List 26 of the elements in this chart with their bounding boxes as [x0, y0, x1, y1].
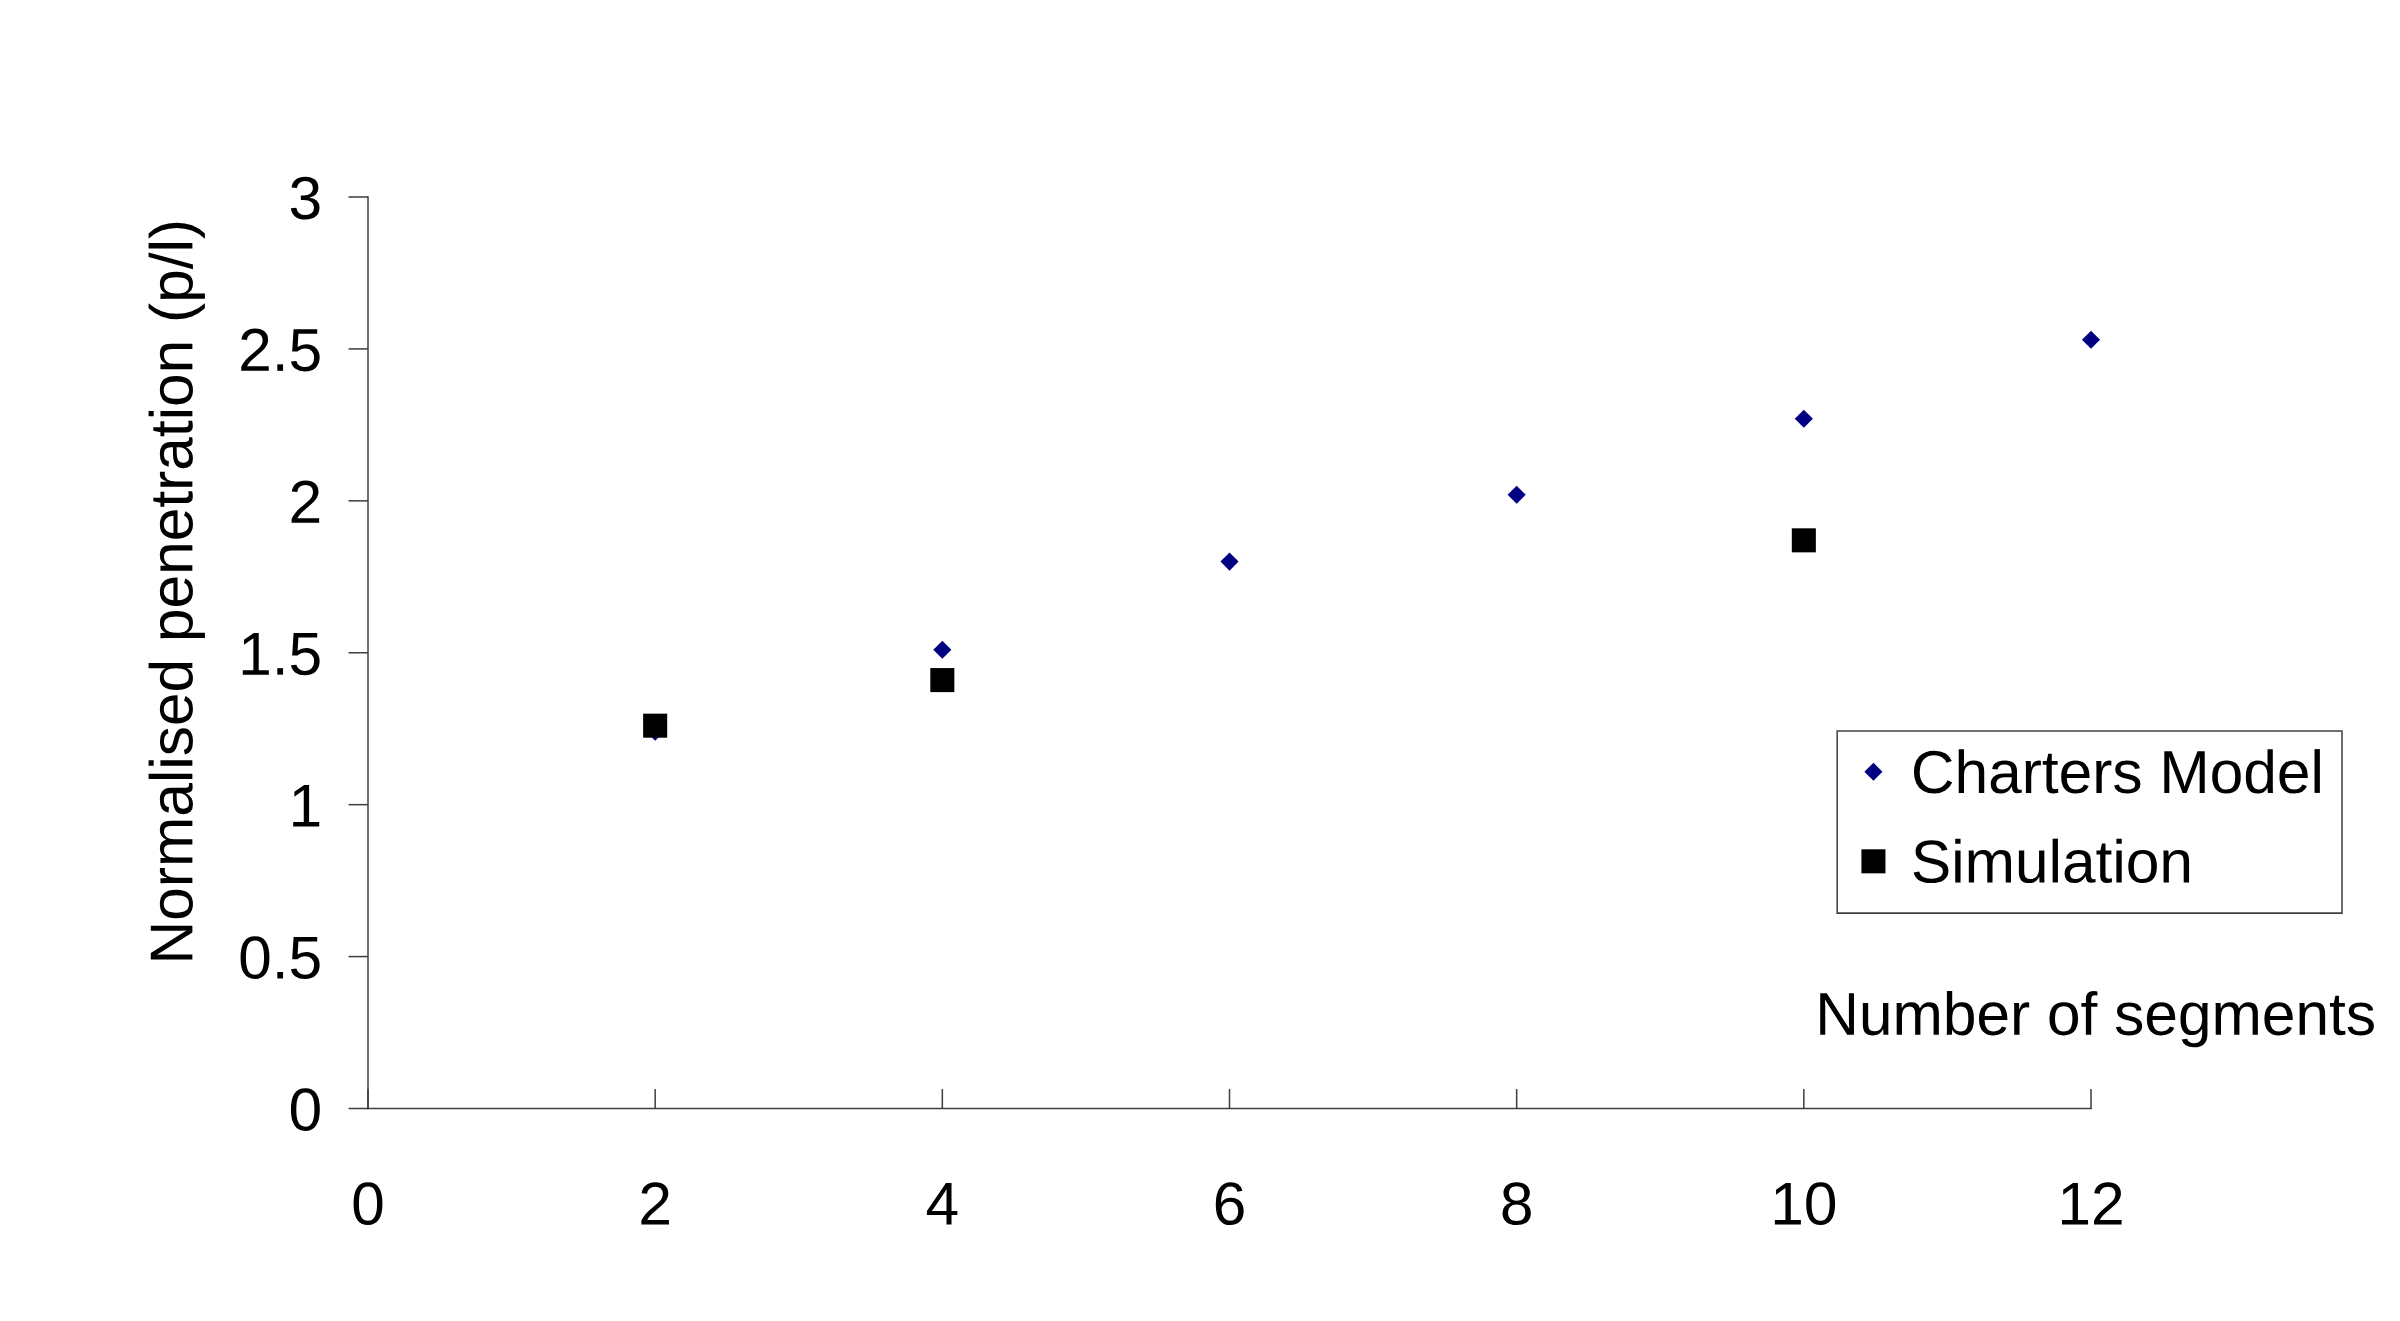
x-tick-label: 10 [1774, 1182, 1836, 1226]
y-tick-label: 3 [290, 176, 320, 220]
y-tick-label: 0.5 [240, 936, 320, 980]
y-axis-title: Normalised penetration (p/l) [148, 222, 205, 960]
x-tick-label: 4 [926, 1182, 958, 1225]
y-tick-label: 1.5 [242, 633, 320, 676]
legend-label: Simulation [1913, 838, 2190, 884]
y-tick-label: 1 [293, 784, 320, 827]
x-tick-label: 6 [1215, 1182, 1244, 1226]
y-tick-label: 2 [291, 480, 320, 523]
point [1220, 552, 1239, 571]
point [1794, 409, 1813, 428]
point [2081, 330, 2101, 349]
point [1507, 485, 1526, 504]
x-tick-label: 2 [641, 1182, 669, 1225]
legend-label: Charters Model [1913, 749, 2320, 794]
x-axis-title: Number of segments [1820, 991, 2374, 1048]
point [643, 713, 668, 738]
point [1791, 528, 1816, 553]
x-tick-label: 8 [1502, 1182, 1531, 1226]
y-tick-label: 2.5 [241, 328, 320, 372]
x-tick-label: 0 [353, 1182, 383, 1226]
y-tick-label: 0 [290, 1088, 320, 1131]
x-tick-label: 12 [2062, 1182, 2122, 1225]
point [930, 668, 955, 693]
point [933, 640, 952, 659]
